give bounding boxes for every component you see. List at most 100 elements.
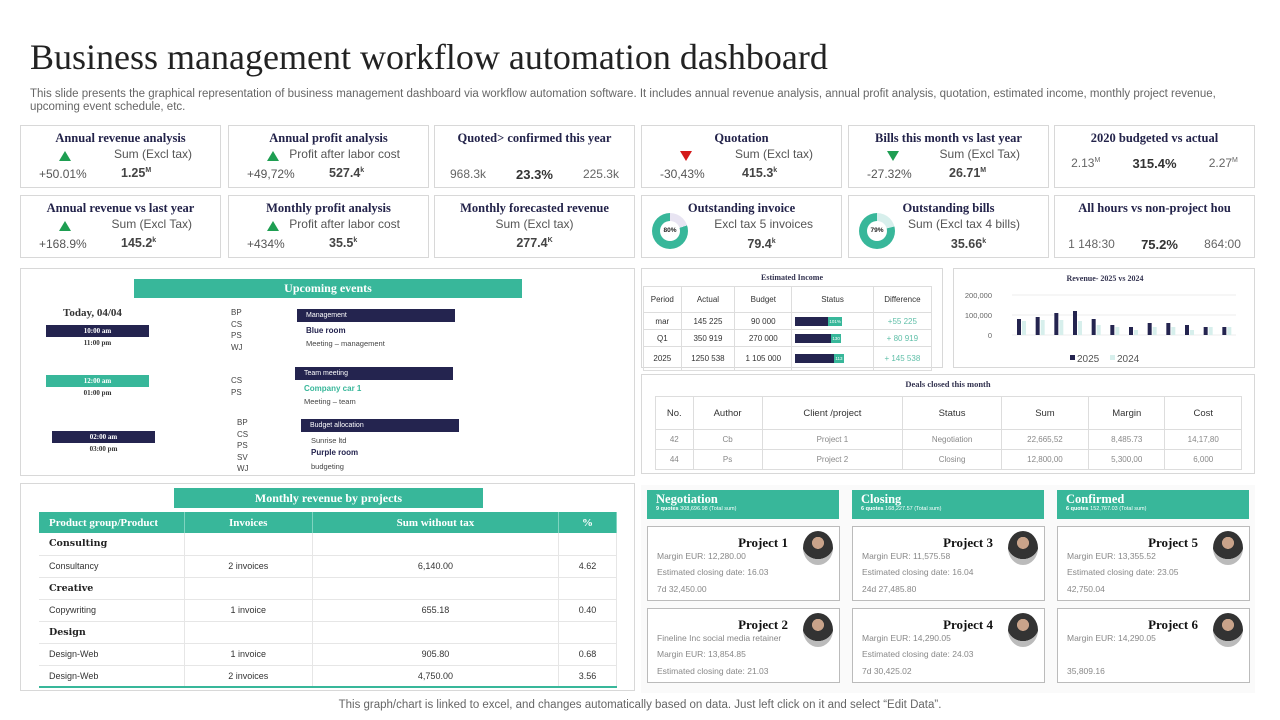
donut-chart: 80%	[652, 213, 688, 249]
kpi-title: Annual revenue analysis	[55, 131, 186, 145]
attendee-initials: BP	[237, 418, 248, 427]
table-cell: 2 invoices	[184, 555, 313, 578]
bar-2024	[1208, 327, 1213, 335]
table-cell: Design-Web	[39, 665, 185, 688]
kpi-card: Bills this month vs last year Sum (Excl T…	[848, 125, 1049, 188]
estimated-income-panel: Estimated Income Period Actual Budget Statu…	[641, 268, 943, 371]
kpi-value: 1.25M	[121, 166, 151, 180]
trend-up-icon	[59, 151, 71, 161]
kpi-value-unit: k	[773, 166, 778, 174]
kpi-title: Monthly profit analysis	[266, 201, 391, 215]
attendee-initials: PS	[231, 331, 242, 340]
project-detail: Margin EUR: 12,280.00	[657, 551, 746, 561]
event-attendees: CS PS	[231, 375, 242, 399]
deals-table: No. Author Client /project Status Sum Margin C…	[655, 396, 1242, 470]
event-description: Meeting – management	[306, 339, 385, 348]
table-cell: 6,000	[1164, 449, 1242, 470]
kpi-card: Outstanding bills Sum (Excl tax 4 bills) 7…	[848, 195, 1049, 258]
status-label: 113	[834, 354, 844, 363]
period: mar	[643, 312, 682, 330]
avatar	[1213, 613, 1243, 647]
bar-2025	[1091, 319, 1096, 335]
kpi-card: Monthly forecasted revenue Sum (Excl tax)…	[434, 195, 635, 258]
project-name: Project 2	[738, 617, 788, 632]
kpi-title: Annual revenue vs last year	[46, 201, 195, 215]
table-cell: Consultancy	[39, 555, 185, 578]
group-row: Consulting	[39, 533, 618, 556]
kpi-value-number: 145.2	[121, 236, 153, 250]
project-card[interactable]: Project 2 Fineline Inc social media retai…	[647, 608, 840, 683]
event-place: Purple room	[311, 448, 359, 457]
kpi-card: Quotation Sum (Excl tax) -30,43% 415.3k	[641, 125, 842, 188]
table-header-row: Product group/Product Invoices Sum without…	[39, 512, 618, 533]
period: Q1	[643, 329, 682, 347]
kpi-comparison: 1 148:30 75.2% 864:00	[1055, 237, 1254, 252]
stage-header-confirmed: Confirmed 6 quotes 152,767.03 (Total sum)	[1057, 490, 1249, 519]
bar-2025	[1185, 325, 1189, 335]
project-detail: Margin EUR: 14,290.05	[862, 633, 951, 643]
event-attendees: BP CS PS SV WJ	[237, 417, 249, 475]
event-start-time: 10:00 am	[46, 325, 149, 337]
attendee-initials: WJ	[231, 342, 243, 352]
column-header: %	[558, 512, 618, 533]
kpi-value: 415.3k	[742, 166, 777, 180]
table-row: Design-Web 1 invoice 905.80 0.68	[39, 643, 618, 666]
group-name: Design	[39, 621, 185, 644]
column-header: Cost	[1164, 396, 1242, 430]
project-detail: Margin EUR: 13,854.85	[657, 649, 746, 659]
table-cell: 1 invoice	[184, 599, 313, 622]
project-card[interactable]: Project 5 Margin EUR: 13,355.52 Estimated …	[1057, 526, 1250, 601]
monthly-revenue-table: Product group/Product Invoices Sum without…	[39, 512, 618, 688]
project-detail: Margin EUR: 11,575.58	[862, 551, 951, 561]
column-header: Invoices	[184, 512, 313, 533]
kpi-mid: 75.2%	[1141, 237, 1178, 252]
kpi-card: All hours vs non-project hou 1 148:30 75.2…	[1054, 195, 1255, 258]
kpi-value-number: 26.71	[949, 166, 981, 180]
kpi-subtitle: Sum (Excl Tax)	[939, 147, 1020, 161]
upcoming-events-header: Upcoming events	[134, 279, 522, 298]
kpi-right: 864:00	[1204, 237, 1241, 251]
table-row: Design-Web 2 invoices 4,750.00 3.56	[39, 665, 618, 688]
project-card[interactable]: Project 1 Margin EUR: 12,280.00 Estimated …	[647, 526, 840, 601]
table-cell: 905.80	[312, 643, 559, 666]
kpi-left: 968.3k	[450, 167, 487, 181]
table-cell: 4.62	[558, 555, 618, 578]
project-card[interactable]: Project 6 Margin EUR: 14,290.05 35,809.16	[1057, 608, 1250, 683]
kpi-value-unit: k	[982, 237, 987, 245]
page-title: Business management workflow automation …	[30, 37, 828, 77]
attendee-initials: PS	[237, 441, 248, 450]
kpi-subtitle: Sum (Excl tax)	[113, 147, 192, 161]
kpi-title: Bills this month vs last year	[875, 131, 1022, 145]
kpi-value: 35.66k	[849, 237, 1048, 251]
event-title-bar: Budget allocation	[301, 419, 459, 432]
kpi-subtitle: Sum (Excl Tax)	[111, 217, 192, 231]
group-name: Creative	[39, 577, 185, 600]
project-card[interactable]: Project 4 Margin EUR: 14,290.05 Estimated …	[852, 608, 1045, 683]
difference: + 80 919	[872, 329, 933, 347]
bar-2025	[1035, 317, 1040, 335]
avatar	[1008, 613, 1038, 647]
footer-note: This graph/chart is linked to excel, and…	[338, 699, 942, 711]
table-header-row: No. Author Client /project Status Sum Margin C…	[655, 396, 1242, 430]
monthly-revenue-panel: Monthly revenue by projects Product grou…	[20, 483, 635, 691]
kpi-left: 1 148:30	[1068, 237, 1115, 251]
kpi-value-unit: K	[547, 236, 553, 244]
table-cell: 1 invoice	[184, 643, 313, 666]
status-label: 101%	[828, 316, 842, 326]
trend-down-icon	[680, 151, 692, 161]
status-bar	[795, 333, 832, 343]
table-cell: 0.68	[558, 643, 618, 666]
group-row: Creative	[39, 577, 618, 600]
period: 2025	[643, 346, 682, 371]
attendee-initials: PS	[231, 388, 242, 397]
kpi-title: Quotation	[714, 131, 769, 145]
project-card[interactable]: Project 3 Margin EUR: 11,575.58 Estimated …	[852, 526, 1045, 601]
actual: 350 919	[680, 329, 736, 347]
bar-2024	[1115, 327, 1120, 335]
column-header: Sum	[1000, 396, 1090, 430]
column-header: No.	[655, 396, 694, 430]
project-name: Project 6	[1148, 617, 1198, 632]
bar-2024	[1096, 325, 1101, 335]
stage-name: Closing	[861, 492, 902, 506]
y-tick-label: 0	[988, 331, 992, 340]
